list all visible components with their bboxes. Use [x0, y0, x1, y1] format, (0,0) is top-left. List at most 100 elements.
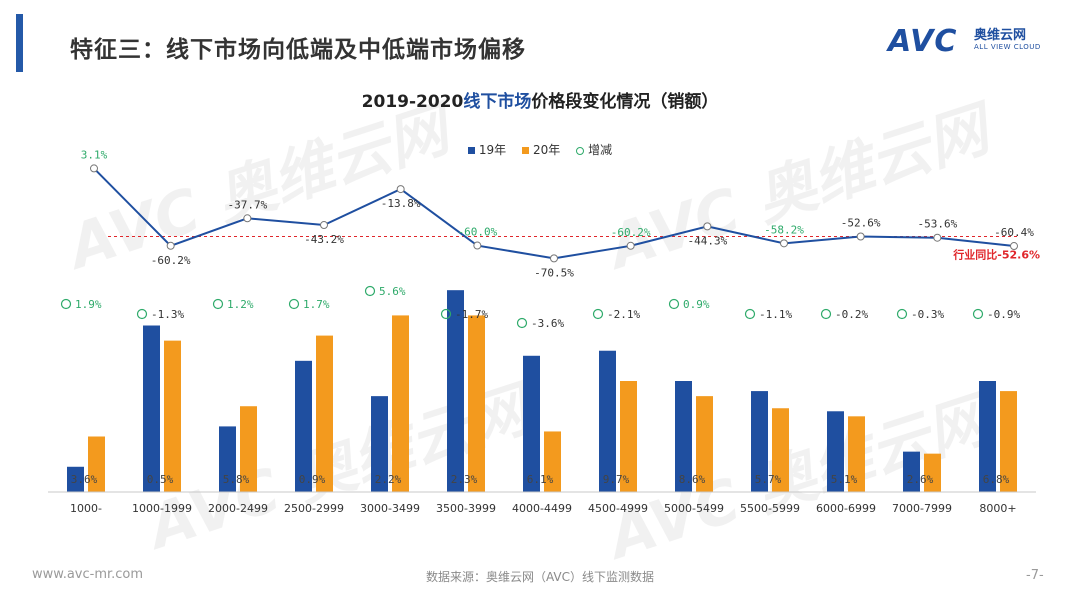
bar-20: [88, 436, 105, 492]
x-tick-label: 4000-4499: [512, 502, 572, 515]
bar-20: [164, 340, 181, 492]
yoy-label: -43.2%: [304, 233, 344, 246]
bar-share-label: 5.8%: [223, 473, 250, 486]
legend-item-19: 19年: [467, 141, 507, 158]
x-tick-label: 5500-5999: [740, 502, 800, 515]
yoy-point: [1010, 242, 1018, 251]
x-tick-label: 6000-6999: [816, 502, 876, 515]
bar-20: [696, 396, 713, 492]
avc-logo: AVC 奥维云网 ALL VIEW CLOUD: [888, 24, 1058, 59]
yoy-label: -52.6%: [841, 217, 881, 230]
industry-label: 行业同比-52.6%: [952, 248, 1040, 262]
x-tick-label: 8000+: [979, 502, 1016, 515]
yoy-point: [166, 241, 175, 250]
share-change-marker: [212, 298, 224, 310]
share-change-marker: [136, 308, 148, 320]
bar-20: [772, 408, 789, 492]
bar-19: [523, 355, 540, 492]
bar-share-label: 2.6%: [907, 473, 934, 486]
yoy-label: -60.2%: [611, 226, 651, 239]
share-change-label: -3.6%: [531, 317, 564, 330]
bar-share-label: 2.3%: [451, 473, 478, 486]
yoy-point: [780, 239, 788, 248]
legend-item-20: 20年: [521, 141, 561, 158]
yoy-label: -44.3%: [687, 234, 727, 247]
yoy-point: [933, 233, 942, 242]
yoy-line: [93, 167, 1015, 260]
bar-20: [240, 406, 257, 492]
bar-19: [67, 466, 84, 492]
bar-share-label: 0.5%: [147, 473, 174, 486]
bar-20: [924, 453, 941, 492]
bar-share-label: 6.1%: [527, 473, 554, 486]
logo-cn: 奥维云网: [974, 28, 1027, 43]
share-change-marker: [820, 308, 832, 320]
share-change-label: -1.7%: [455, 308, 488, 321]
bar-share-label: 9.7%: [603, 473, 630, 486]
legend-label-20: 20年: [532, 143, 561, 157]
share-change-label: -0.3%: [911, 308, 944, 321]
x-tick-label: 1000-1999: [132, 502, 192, 515]
legend-circle-icon: [576, 146, 585, 155]
yoy-point: [396, 185, 405, 194]
bar-19: [143, 325, 160, 492]
logo-text: AVC: [888, 24, 958, 59]
chart-legend: 19年 20年 增减: [0, 141, 1080, 158]
x-tick-label: 4500-4999: [588, 502, 648, 515]
yoy-label: -60.4%: [994, 226, 1034, 239]
bar-share-label: 0.9%: [299, 473, 326, 486]
bar-20: [544, 431, 561, 492]
share-change-label: 5.6%: [379, 285, 406, 298]
bar-20: [1000, 391, 1017, 492]
yoy-label: -70.5%: [534, 266, 574, 279]
bar-share-label: 3.6%: [71, 473, 98, 486]
yoy-point: [626, 241, 635, 250]
legend-label-19: 19年: [478, 143, 507, 157]
share-change-marker: [288, 298, 300, 310]
footer-source: 数据来源：奥维云网（AVC）线下监测数据: [425, 570, 655, 584]
x-tick-label: 2000-2499: [208, 502, 268, 515]
yoy-label: -53.6%: [917, 218, 957, 231]
share-change-label: 0.9%: [683, 298, 710, 311]
yoy-label: -60.2%: [151, 254, 191, 267]
bar-20: [316, 335, 333, 492]
bar-19: [979, 381, 996, 492]
share-change-label: -0.9%: [987, 308, 1020, 321]
share-change-marker: [440, 308, 452, 320]
logo-en: ALL VIEW CLOUD: [974, 43, 1041, 51]
chart-title-prefix: 2019-2020: [361, 92, 464, 112]
share-change-marker: [592, 308, 604, 320]
yoy-label: 3.1%: [81, 148, 108, 161]
x-tick-label: 7000-7999: [892, 502, 952, 515]
share-change-label: -1.1%: [759, 308, 792, 321]
yoy-label: -13.8%: [381, 197, 421, 210]
bar-share-label: 2.2%: [375, 473, 402, 486]
bar-19: [295, 360, 312, 492]
share-change-label: -2.1%: [607, 308, 640, 321]
bar-share-label: 6.8%: [983, 473, 1010, 486]
bar-19: [599, 350, 616, 492]
bar-19: [447, 290, 464, 492]
x-tick-label: 1000-: [70, 502, 102, 515]
x-tick-label: 3000-3499: [360, 502, 420, 515]
yoy-point: [90, 164, 98, 173]
share-change-marker: [516, 317, 528, 329]
yoy-point: [243, 214, 252, 223]
bar-20: [620, 381, 637, 492]
x-tick-label: 2500-2999: [284, 502, 344, 515]
share-change-label: -1.3%: [151, 308, 184, 321]
slide-title: 特征三：线下市场向低端及中低端市场偏移: [70, 37, 526, 63]
share-change-marker: [60, 298, 72, 310]
chart-title-suffix: 价格段变化情况（销额）: [531, 92, 719, 112]
bar-19: [751, 391, 768, 492]
title-accent-bar: [16, 14, 23, 72]
footer-url: www.avc-mr.com: [32, 567, 144, 582]
yoy-label: -58.2%: [764, 223, 804, 236]
legend-label-change: 增减: [588, 143, 613, 157]
share-change-label: -0.2%: [835, 308, 868, 321]
yoy-point: [550, 254, 558, 263]
share-change-label: 1.7%: [303, 298, 330, 311]
yoy-point: [856, 232, 865, 241]
share-change-label: 1.2%: [227, 298, 254, 311]
